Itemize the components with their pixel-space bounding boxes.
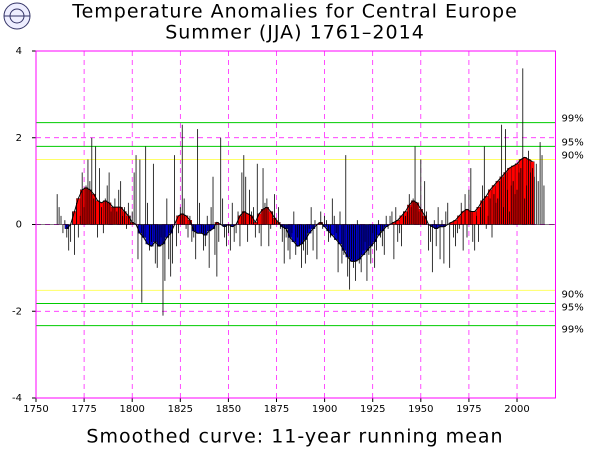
- chart-footer: Smoothed curve: 11-year running mean: [86, 426, 503, 448]
- x-tick-label: 1850: [216, 404, 241, 415]
- smoothed-bar: [484, 196, 489, 225]
- smoothed-bar: [245, 213, 250, 225]
- threshold-label: 95%: [562, 302, 584, 313]
- x-tick-label: 1775: [71, 404, 96, 415]
- threshold-label: 99%: [562, 325, 584, 336]
- x-tick-label: 2000: [504, 404, 529, 415]
- x-tick-label: 1825: [168, 404, 193, 415]
- smoothed-bar: [176, 215, 181, 225]
- smoothed-bar: [337, 224, 343, 245]
- x-tick-label: 1800: [119, 404, 144, 415]
- logo: [3, 2, 31, 30]
- x-tick-label: 1925: [360, 404, 385, 415]
- smoothed-bar: [72, 211, 77, 225]
- threshold-label: 90%: [562, 150, 584, 161]
- threshold-label: 99%: [562, 114, 584, 125]
- plot-frame: [35, 50, 556, 399]
- x-tick-label: 1750: [23, 404, 48, 415]
- smoothed-bar: [472, 211, 477, 225]
- y-tick-label: 4: [16, 46, 22, 57]
- x-tick-label: 1975: [456, 404, 481, 415]
- x-tick-label: 1900: [312, 404, 337, 415]
- smoothed-bar: [257, 213, 262, 225]
- threshold-label: 95%: [562, 137, 584, 148]
- smoothed-bar: [464, 209, 470, 225]
- y-tick-label: -4: [12, 393, 22, 404]
- chart-subtitle: Summer (JJA) 1761–2014: [165, 22, 425, 44]
- smoothed-bar: [476, 206, 481, 225]
- y-tick-label: 0: [16, 220, 22, 231]
- y-tick-label: 2: [16, 133, 22, 144]
- smoothed-bar: [95, 200, 100, 225]
- chart-title: Temperature Anomalies for Central Europe: [71, 1, 518, 23]
- x-tick-label: 1875: [264, 404, 289, 415]
- x-tick-label: 1950: [408, 404, 433, 415]
- threshold-label: 90%: [562, 289, 584, 300]
- y-tick-label: -2: [12, 306, 22, 317]
- smoothed-bar: [137, 224, 142, 234]
- smoothed-bar: [291, 224, 296, 243]
